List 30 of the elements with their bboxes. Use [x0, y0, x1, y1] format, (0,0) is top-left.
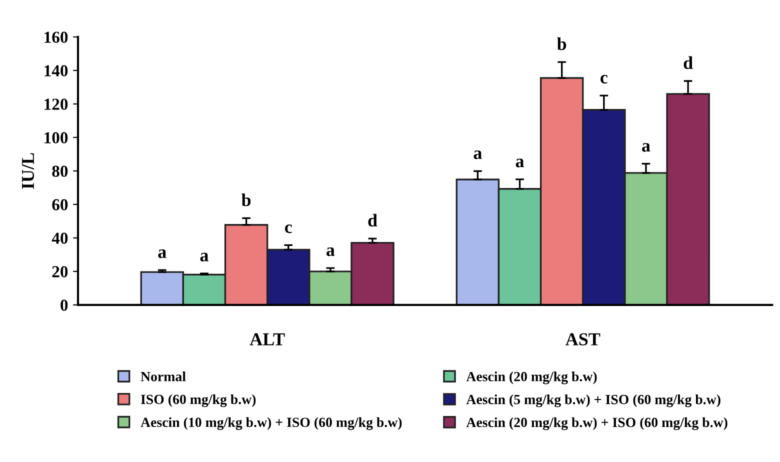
legend-label: ISO (60 mg/kg b.w)	[140, 394, 256, 408]
annotation: a	[326, 247, 335, 256]
x-tick-label: AST	[565, 333, 600, 346]
annotation: b	[242, 193, 251, 206]
y-tick-label: 0	[60, 300, 68, 311]
annotation: c	[284, 224, 292, 234]
y-tick-label: 100	[44, 132, 68, 144]
annotation: a	[158, 249, 166, 258]
y-axis-title: IU/L	[22, 153, 34, 189]
annotation: d	[684, 56, 693, 70]
annotation: a	[200, 252, 208, 262]
y-tick-label: 40	[52, 232, 68, 244]
annotation: a	[516, 158, 524, 168]
y-tick-label: 140	[44, 65, 68, 76]
y-tick-label: 60	[52, 199, 68, 210]
annotation: c	[600, 74, 608, 84]
legend-label: Aescin (10 mg/kg b.w) + ISO (60 mg/kg b.w)	[140, 417, 402, 430]
annotation: d	[368, 214, 378, 227]
legend-label: Normal	[140, 372, 186, 382]
legend-label: Aescin (20 mg/kg b.w) + ISO (60 mg/kg b.w)	[466, 417, 728, 430]
annotation: a	[474, 150, 482, 160]
x-tick-label: ALT	[250, 333, 285, 346]
legend-label: Aescin (5 mg/kg b.w) + ISO (60 mg/kg b.w)	[466, 394, 720, 408]
legend-label: Aescin (20 mg/kg b.w)	[466, 372, 597, 384]
y-tick-label: 160	[44, 32, 68, 43]
annotation: b	[557, 37, 566, 50]
y-tick-label: 80	[52, 166, 68, 177]
annotation: a	[642, 143, 650, 152]
y-tick-label: 20	[52, 266, 68, 278]
y-tick-label: 120	[44, 98, 68, 110]
